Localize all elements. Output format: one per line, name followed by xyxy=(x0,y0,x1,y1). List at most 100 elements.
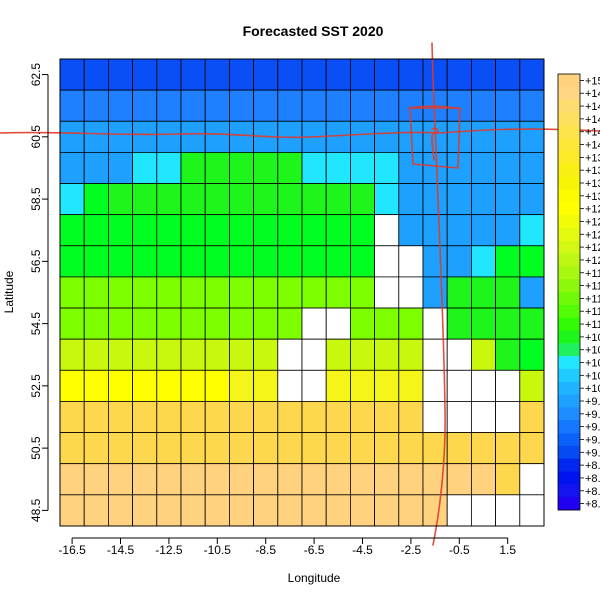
heatmap-cell xyxy=(156,369,182,402)
heatmap-cell xyxy=(132,338,158,371)
heatmap-cell xyxy=(108,369,134,402)
heatmap-cell xyxy=(180,307,206,340)
heatmap-cell xyxy=(325,307,351,340)
x-axis-label: Longitude xyxy=(288,571,341,585)
overlay-stroke xyxy=(408,105,461,110)
heatmap-cell xyxy=(253,151,279,184)
heatmap-cell xyxy=(374,245,400,278)
heatmap-cell xyxy=(301,307,327,340)
heatmap-cell xyxy=(422,276,448,309)
heatmap-cell xyxy=(349,307,375,340)
heatmap-cell xyxy=(495,89,521,122)
heatmap-cell xyxy=(59,58,85,91)
heatmap-cell xyxy=(228,58,254,91)
hand-drawn-overlay xyxy=(0,42,600,546)
legend-label: +14 xyxy=(585,140,600,152)
y-tick-label: 60.5 xyxy=(29,125,43,149)
heatmap-cell xyxy=(349,89,375,122)
heatmap-cell xyxy=(519,463,545,496)
heatmap-cell xyxy=(470,89,496,122)
heatmap-cell xyxy=(83,401,109,433)
heatmap-cell xyxy=(180,120,206,153)
legend-label: +15 xyxy=(585,75,600,87)
heatmap-cell xyxy=(374,494,400,527)
legend-label: +8. xyxy=(585,473,600,485)
x-tick-label: -8.5 xyxy=(255,543,276,557)
legend-label: +11 xyxy=(585,268,600,280)
legend-swatch xyxy=(558,420,580,434)
x-tick-label: -14.5 xyxy=(107,543,135,557)
heatmap-cell xyxy=(470,214,496,247)
heatmap-cell xyxy=(301,338,327,371)
heatmap-cell xyxy=(422,151,448,184)
heatmap-cell xyxy=(253,214,279,247)
heatmap-cell xyxy=(108,276,134,309)
heatmap-cell xyxy=(108,494,134,527)
heatmap-cell xyxy=(108,151,134,184)
heatmap-cell xyxy=(156,432,182,465)
heatmap-cell xyxy=(277,245,303,278)
x-tick-label: -6.5 xyxy=(304,543,325,557)
heatmap-cell xyxy=(374,151,400,184)
heatmap-cell xyxy=(398,276,424,309)
legend-swatch xyxy=(558,445,580,459)
heatmap-cell xyxy=(446,245,472,278)
heatmap-cell xyxy=(398,307,424,340)
heatmap-cell xyxy=(83,58,109,91)
heatmap-cell xyxy=(108,120,134,153)
heatmap-cell xyxy=(180,214,206,247)
heatmap-cell xyxy=(470,401,496,433)
heatmap-cell xyxy=(156,401,182,433)
x-axis: -16.5 -14.5 -12.5 -10.5 -8.5 -6.5 -4.5 -2.5 -0.5… xyxy=(58,537,516,557)
legend-swatch xyxy=(558,86,580,100)
heatmap-cell xyxy=(495,151,521,184)
legend-swatch xyxy=(558,317,580,331)
heatmap-cell xyxy=(519,151,545,184)
heatmap-cell xyxy=(325,214,351,247)
heatmap-cell xyxy=(108,89,134,122)
heatmap-cell xyxy=(301,369,327,402)
heatmap-cell xyxy=(495,58,521,91)
heatmap-cell xyxy=(325,276,351,309)
overlay-stroke xyxy=(431,42,446,546)
heatmap-cell xyxy=(83,369,109,402)
heatmap-cell xyxy=(422,58,448,91)
y-tick-label: 62.5 xyxy=(29,63,43,87)
heatmap-cell xyxy=(228,369,254,402)
heatmap-cell xyxy=(519,214,545,247)
legend-swatch xyxy=(558,202,580,216)
heatmap-cell xyxy=(446,307,472,340)
heatmap-cell xyxy=(301,151,327,184)
heatmap-cell xyxy=(398,245,424,278)
legend-swatch xyxy=(558,458,580,472)
heatmap-cell xyxy=(398,369,424,402)
heatmap-cell xyxy=(446,183,472,216)
legend-swatch xyxy=(558,99,580,113)
y-axis: 48.5 50.5 52.5 54.5 56.5 58.5 60.5 62.5 xyxy=(29,63,49,522)
legend-label: +11 xyxy=(585,319,600,331)
heatmap-cell xyxy=(228,401,254,433)
legend-swatch xyxy=(558,253,580,267)
heatmap-cell xyxy=(374,401,400,433)
heatmap-cell xyxy=(446,494,472,527)
heatmap-cell xyxy=(325,401,351,433)
heatmap-cell xyxy=(253,183,279,216)
legend-label: +12 xyxy=(585,229,600,241)
heatmap-cell xyxy=(132,245,158,278)
heatmap-cell xyxy=(204,245,230,278)
legend-label: +14 xyxy=(585,114,600,126)
heatmap-cell xyxy=(132,276,158,309)
heatmap-cell xyxy=(253,307,279,340)
legend-swatch xyxy=(558,304,580,318)
heatmap-cell xyxy=(180,151,206,184)
x-tick-label: -12.5 xyxy=(155,543,183,557)
heatmap-cell xyxy=(349,214,375,247)
heatmap-cell xyxy=(228,151,254,184)
legend-swatch xyxy=(558,471,580,485)
heatmap-cell xyxy=(253,89,279,122)
heatmap-cell xyxy=(374,338,400,371)
heatmap-cell xyxy=(470,151,496,184)
legend-swatch xyxy=(558,381,580,395)
legend-swatch xyxy=(558,189,580,203)
